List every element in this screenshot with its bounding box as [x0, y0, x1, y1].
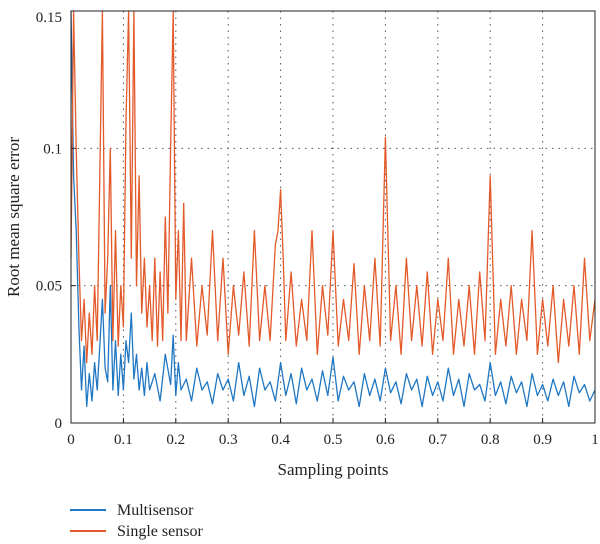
x-tick-label-2: 0.2	[166, 432, 185, 448]
y-axis-ticks: 0 0.05 0.1 0.15	[36, 10, 76, 432]
y-tick-label-2: 0.1	[43, 141, 62, 157]
legend-label-1: Single sensor	[117, 523, 203, 540]
legend-label-0: Multisensor	[117, 502, 194, 519]
y-axis-title: Root mean square error	[4, 137, 23, 297]
grid-lines	[71, 11, 595, 423]
x-tick-label-0: 0	[67, 432, 75, 448]
y-tick-label-1: 0.05	[36, 279, 62, 295]
x-tick-label-3: 0.3	[219, 432, 238, 448]
x-tick-label-1: 0.1	[114, 432, 133, 448]
x-tick-label-8: 0.8	[481, 432, 500, 448]
x-tick-label-4: 0.4	[271, 432, 290, 448]
x-tick-label-10: 1	[591, 432, 599, 448]
y-tick-label-3: 0.15	[36, 10, 62, 26]
plot-area	[71, 11, 595, 423]
x-axis-ticks: 0 0.1 0.2 0.3 0.4 0.5 0.6 0.7 0.8 0.9 1	[67, 418, 599, 448]
x-tick-label-7: 0.7	[428, 432, 447, 448]
series-line-1	[71, 11, 595, 364]
y-tick-label-0: 0	[55, 416, 63, 432]
x-tick-label-9: 0.9	[533, 432, 552, 448]
x-tick-label-6: 0.6	[376, 432, 395, 448]
x-axis-title: Sampling points	[278, 460, 389, 479]
series-line-0	[71, 11, 595, 408]
series-layer	[71, 11, 595, 408]
x-tick-label-5: 0.5	[324, 432, 343, 448]
legend: Multisensor Single sensor	[70, 502, 203, 540]
